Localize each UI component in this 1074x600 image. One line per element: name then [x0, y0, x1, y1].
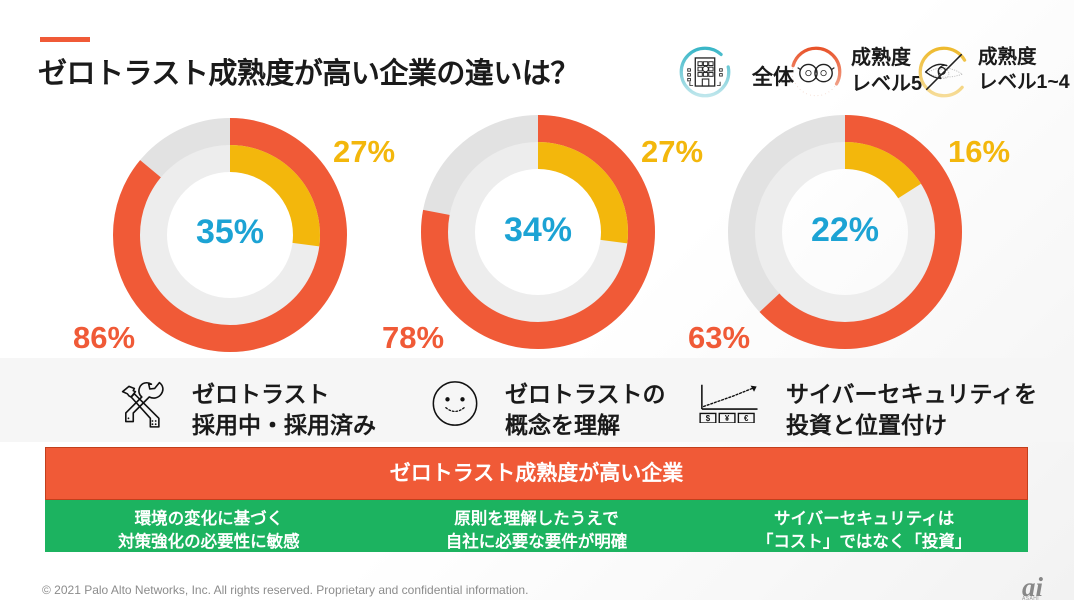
svg-text:$: $: [706, 414, 711, 423]
svg-text:¥: ¥: [725, 414, 730, 423]
svg-text:€: €: [744, 414, 749, 423]
